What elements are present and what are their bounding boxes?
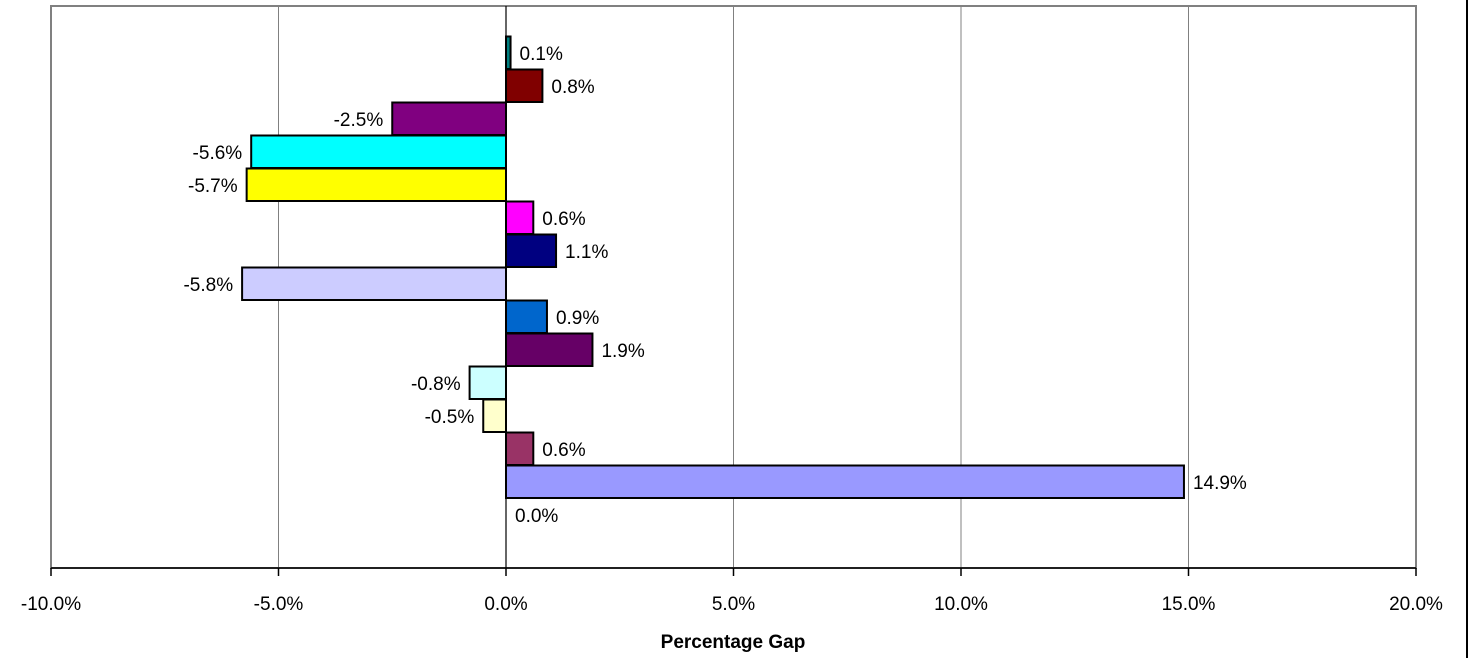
right-border <box>1466 0 1468 658</box>
x-tick-label: -5.0% <box>254 594 304 615</box>
bar <box>482 398 507 433</box>
bar <box>250 134 507 169</box>
data-label: -5.8% <box>183 275 233 296</box>
bar <box>505 299 548 334</box>
x-tick-label: -10.0% <box>21 594 81 615</box>
data-label: 0.1% <box>520 44 563 65</box>
data-label: -2.5% <box>334 110 384 131</box>
data-label: 1.9% <box>601 341 644 362</box>
data-label: 14.9% <box>1193 473 1247 494</box>
data-label: -0.8% <box>411 374 461 395</box>
bar <box>505 233 558 268</box>
bars <box>241 6 1185 568</box>
bar <box>505 200 535 235</box>
data-labels: 0.1% 0.8% -2.5% -5.6% -5.7% 0.6% 1.1% -5.8% 0.9%… <box>183 44 1246 527</box>
bar <box>505 464 1185 499</box>
bar <box>241 266 507 301</box>
x-axis-title: Percentage Gap <box>661 632 806 653</box>
data-label: 0.6% <box>542 440 585 461</box>
data-label: 0.8% <box>551 77 594 98</box>
data-label: 0.9% <box>556 308 599 329</box>
bar <box>505 332 594 367</box>
bar <box>505 68 544 103</box>
bar <box>505 431 535 466</box>
x-tick-label: 5.0% <box>712 594 755 615</box>
bar <box>505 35 512 70</box>
data-label: 0.6% <box>542 209 585 230</box>
bar <box>391 101 507 136</box>
data-label: -5.6% <box>193 143 243 164</box>
x-tick-label: 15.0% <box>1162 594 1216 615</box>
x-tick-label: 10.0% <box>934 594 988 615</box>
data-label: 0.0% <box>515 506 558 527</box>
x-tick-label: 0.0% <box>484 594 527 615</box>
data-label: -5.7% <box>188 176 238 197</box>
x-tick-label: 20.0% <box>1389 594 1443 615</box>
data-label: -0.5% <box>425 407 475 428</box>
bar <box>245 167 507 202</box>
bar <box>468 365 508 400</box>
x-axis: -10.0% -5.0% 0.0% 5.0% 10.0% 15.0% 20.0% <box>21 567 1443 615</box>
data-label: 1.1% <box>565 242 608 263</box>
